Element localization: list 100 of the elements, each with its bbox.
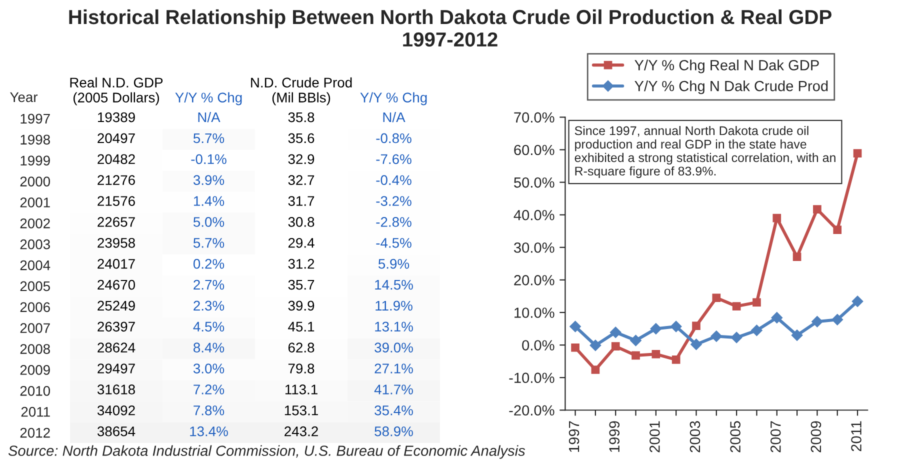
y-tick-label: 1998 [20, 134, 50, 145]
x-tick-label: Real N.D. GDP (2005 Dollars) [70, 77, 163, 106]
x-tick-label: 2003 [690, 421, 700, 452]
data-label: 24670 [98, 280, 136, 290]
annotation: Since 1997, annual North Dakota crude oil production and real GDP in the state have exhibited a strong statistical correlation, with an R-square figure of 83.9%. [574, 126, 836, 178]
data-label: 23958 [98, 238, 135, 248]
data-label: 21276 [98, 175, 135, 186]
y-tick-label: 2011 [21, 406, 50, 417]
data-label: 7.2% [194, 384, 224, 394]
x-tick-label: 2011 [851, 421, 862, 452]
data-label: 8.4% [194, 342, 224, 353]
y-tick-label: 50.0% [514, 177, 554, 188]
data-label: 39.0% [374, 342, 413, 353]
data-label: 2.3% [194, 300, 224, 311]
data-label: 29497 [98, 364, 135, 374]
data-label: 5.7% [193, 133, 224, 144]
data-label: 13.1% [375, 322, 413, 332]
point [611, 342, 620, 350]
point [692, 322, 700, 330]
data-label: 35.8 [288, 112, 314, 122]
point [571, 343, 580, 352]
y-tick-label: 2000 [20, 176, 50, 186]
point [610, 326, 622, 338]
x-tick-label: Y/Y % Chg [360, 92, 427, 106]
data-label: -0.8% [376, 133, 412, 144]
data-label: 29.4 [288, 238, 314, 248]
point [791, 329, 803, 342]
data-label: 32.7 [288, 175, 314, 186]
y-tick-label: 2005 [20, 281, 50, 292]
data-label: 25249 [98, 300, 135, 311]
point [770, 312, 783, 324]
y-tick-label: 2004 [20, 260, 50, 270]
data-label: 35.4% [374, 405, 413, 416]
data-label: 45.1 [288, 322, 314, 332]
point [813, 205, 822, 214]
y-tick-label: 1999 [20, 156, 50, 166]
point [690, 338, 702, 350]
data-label: 79.8 [288, 364, 314, 374]
point [831, 314, 844, 326]
data-label: 153.1 [284, 405, 318, 416]
y-tick-label: 2008 [20, 344, 50, 354]
point [672, 356, 680, 364]
x-tick-label: 2009 [810, 421, 822, 452]
x-tick-label: 1999 [609, 421, 620, 452]
y-tick-label: 1997 [20, 114, 50, 124]
data-label: 4.5% [193, 322, 224, 332]
data-label: 1.4% [194, 196, 224, 206]
y-tick-label: 2007 [20, 323, 50, 334]
data-label: -0.4% [376, 175, 412, 186]
data-label: 2.7% [194, 280, 224, 290]
y-tick-label: 0.0% [522, 340, 554, 350]
y-axis-title: Year [10, 92, 38, 102]
y-tick-label: 2009 [20, 365, 50, 375]
data-label: -3.2% [376, 196, 412, 206]
point [630, 334, 642, 346]
point [591, 366, 600, 374]
data-label: 14.5% [375, 280, 413, 290]
y-tick-label: 2006 [20, 302, 50, 312]
data-label: 24017 [98, 258, 135, 269]
y-tick-label: 30.0% [514, 242, 554, 253]
point [853, 149, 862, 158]
data-label: 32.9 [288, 154, 314, 164]
point [650, 322, 662, 335]
data-label: 5.7% [193, 238, 224, 248]
data-label: 41.7% [374, 384, 413, 394]
data-label: 28624 [98, 342, 136, 353]
point [730, 332, 742, 344]
point [712, 294, 721, 302]
data-label: 58.9% [374, 426, 413, 436]
data-label: 31.2 [288, 258, 314, 269]
point [792, 252, 802, 261]
point [652, 350, 660, 358]
y-tick-label: 2010 [20, 386, 50, 396]
point [569, 320, 582, 332]
data-label: 38654 [97, 426, 136, 436]
point [710, 330, 722, 342]
data-label: -2.8% [376, 217, 412, 227]
data-label: 20482 [98, 154, 135, 164]
data-label: 11.9% [376, 300, 412, 311]
data-label: 113.1 [285, 384, 318, 394]
point [752, 298, 761, 307]
y-tick-label: 70.0% [514, 112, 554, 123]
y-tick-label: 2001 [20, 198, 50, 208]
point [772, 214, 782, 222]
data-label: 34092 [97, 405, 135, 416]
point [670, 320, 682, 332]
data-label: 35.7 [288, 280, 314, 290]
data-label: 62.8 [288, 342, 314, 353]
point [750, 324, 763, 336]
data-label: 39.9 [288, 300, 314, 311]
data-label: 31.7 [288, 196, 314, 206]
x-tick-label: 2005 [730, 421, 740, 452]
y-tick-label: 2002 [20, 218, 50, 228]
y-tick-label: 2012 [20, 428, 50, 438]
data-label: -0.1% [191, 154, 226, 164]
x-tick-label: 1997 [568, 421, 580, 452]
data-label: 20497 [98, 133, 135, 144]
data-label: 243.2 [284, 426, 318, 436]
x-tick-label: 2001 [650, 421, 660, 452]
data-label: 22657 [98, 217, 135, 227]
